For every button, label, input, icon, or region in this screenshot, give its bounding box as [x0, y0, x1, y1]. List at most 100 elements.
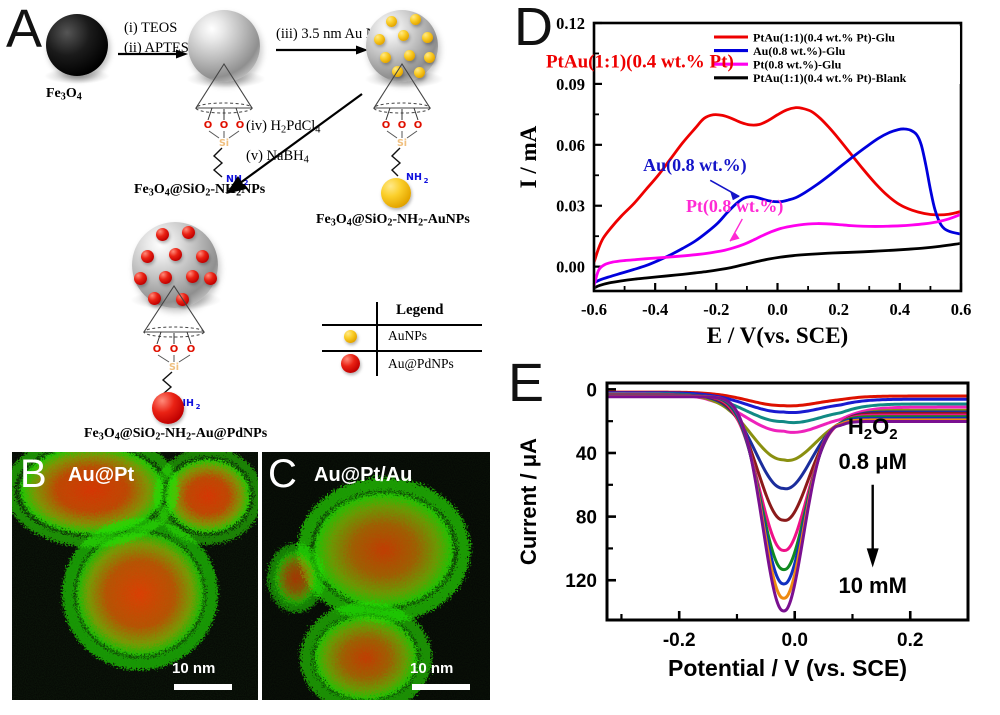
- panel-e-ylabel: Current / μA: [516, 438, 541, 565]
- curve-annotation: PtAu(1:1)(0.4 wt.% Pt): [546, 52, 734, 73]
- annotation-conc-high: 10 mM: [838, 573, 906, 598]
- svg-text:0.09: 0.09: [556, 75, 585, 94]
- svg-text:O: O: [414, 120, 423, 131]
- au-np-dot: [422, 32, 433, 43]
- curve-pt-0-8-wt-glu: [595, 213, 960, 287]
- panel-d-ylabel: I / mA: [516, 125, 541, 188]
- svg-text:120: 120: [565, 571, 597, 592]
- svg-text:2: 2: [244, 179, 249, 187]
- aupd-np-dot: [196, 250, 209, 263]
- svg-text:0.03: 0.03: [556, 197, 585, 216]
- caption-sio2-nh2-au: Fe3O4@SiO2-NH2-AuNPs: [316, 212, 470, 229]
- reagent-step2-line1: (iii) 3.5 nm Au NP: [276, 26, 385, 42]
- panel-d-plot: -0.6 -0.4 -0.2 0.0 0.2 0.4 0.6 0.00 0.03 0.06 0.09…: [516, 14, 972, 348]
- panel-d-xlabel: E / V(vs. SCE): [707, 323, 848, 348]
- legend-label: PtAu(1:1)(0.4 wt.% Pt)-Blank: [753, 71, 907, 85]
- reagent-step3-line2: (v) NaBH4: [246, 148, 309, 166]
- panel-a-scheme: A Fe3O4 (i) TEOS (ii) APTES O O O: [0, 0, 500, 443]
- legend-label: Au(0.8 wt.%)-Glu: [753, 44, 846, 58]
- svg-text:O: O: [382, 120, 391, 131]
- sio2-sphere-1: [188, 10, 260, 82]
- svg-text:80: 80: [576, 508, 597, 529]
- panel-b-eds-image: B Au@Pt 10 nm: [12, 452, 258, 700]
- reagent-step1-line2: (ii) APTES: [124, 40, 189, 56]
- aupd-np-dot: [148, 292, 161, 305]
- aupd-terminal-sphere: [152, 392, 184, 424]
- svg-text:Si: Si: [219, 138, 229, 149]
- svg-text:O: O: [204, 120, 213, 131]
- panel-d-letter: D: [514, 0, 553, 57]
- svg-text:-0.2: -0.2: [703, 300, 729, 319]
- au-terminal-sphere: [381, 178, 411, 208]
- svg-text:O: O: [153, 344, 162, 355]
- svg-text:40: 40: [576, 444, 597, 465]
- eds-map-b: [12, 452, 258, 700]
- au-np-dot: [404, 50, 415, 61]
- svg-text:0.2: 0.2: [897, 630, 923, 651]
- au-np-dot: [414, 67, 425, 78]
- svg-text:0.06: 0.06: [556, 136, 585, 155]
- au-np-dot: [410, 14, 421, 25]
- svg-text:0.00: 0.00: [556, 258, 585, 277]
- svg-text:Si: Si: [397, 138, 407, 149]
- panel-c-eds-image: C Au@Pt/Au 10 nm: [262, 452, 490, 700]
- aupd-np-dot: [186, 270, 199, 283]
- legend-swatch-aupdnp: [341, 354, 360, 373]
- legend-label: Pt(0.8 wt.%)-Glu: [753, 58, 842, 72]
- au-np-dot: [424, 52, 435, 63]
- caption-sio2-nh2-aupd: Fe3O4@SiO2-NH2-Au@PdNPs: [84, 426, 268, 443]
- panel-e-xlabel: Potential / V (vs. SCE): [668, 655, 907, 681]
- svg-text:-0.4: -0.4: [642, 300, 668, 319]
- au-np-dot: [398, 30, 409, 41]
- curve-annotation: Pt(0.8 wt.%): [686, 196, 783, 217]
- arrow-step1: [118, 49, 188, 59]
- svg-text:0.2: 0.2: [828, 300, 849, 319]
- curve-ptau-1-1-0-4-wt-pt-glu: [595, 106, 960, 264]
- panel-b-letter: B: [20, 452, 47, 496]
- panel-e-plot: -0.2 0.0 0.2 0 40 80 120 Current / μA Potential …: [516, 380, 970, 681]
- au-np-dot: [386, 16, 397, 27]
- sio2-aupd-sphere: [132, 222, 218, 308]
- scheme-legend: Legend AuNPs Au@PdNPs: [322, 302, 482, 378]
- reagent-step1-line1: (i) TEOS: [124, 20, 178, 36]
- sphere-shadow: [44, 68, 110, 84]
- svg-text:NH: NH: [178, 398, 194, 409]
- svg-text:-0.2: -0.2: [663, 630, 696, 651]
- panel-a-letter: A: [6, 0, 43, 59]
- svg-text:2: 2: [424, 177, 429, 185]
- svg-text:O: O: [398, 120, 407, 131]
- dpv-curve-c12: [608, 395, 967, 613]
- svg-text:0.0: 0.0: [767, 300, 788, 319]
- curve-ptau-1-1-0-4-wt-pt-blank: [595, 242, 960, 289]
- panel-b-title: Au@Pt: [68, 464, 135, 486]
- svg-text:0.6: 0.6: [951, 300, 972, 319]
- panel-c-scalebar: [412, 684, 470, 690]
- aupd-np-dot: [141, 250, 154, 263]
- legend-rule-top: [322, 324, 482, 326]
- panel-c-title: Au@Pt/Au: [314, 464, 413, 486]
- curve-annotation: Au(0.8 wt.%): [643, 155, 747, 176]
- reagent-step3-line1: (iv) H2PdCl4: [246, 118, 321, 136]
- svg-text:O: O: [236, 120, 245, 131]
- legend-label-aunp: AuNPs: [388, 328, 428, 343]
- svg-text:0.4: 0.4: [890, 300, 911, 319]
- svg-text:NH: NH: [226, 174, 242, 185]
- scheme-legend-title: Legend: [396, 302, 444, 318]
- caption-sio2-nh2: Fe3O4@SiO2-NH2NPs: [134, 182, 266, 199]
- au-np-dot: [374, 34, 385, 45]
- arrow-step2: [276, 45, 368, 55]
- svg-text:Si: Si: [169, 362, 179, 373]
- aupd-np-dot: [182, 226, 195, 239]
- svg-text:O: O: [187, 344, 196, 355]
- annotation-conc-low: 0.8 μM: [838, 449, 906, 474]
- legend-rule-vertical: [376, 302, 378, 376]
- eds-map-c: [262, 452, 490, 700]
- panel-d-cv-chart: D -0.6 -0.4 -0.2 0.0 0.2 0.4 0.6 0.00 0.03 0.06 0.…: [510, 0, 1000, 350]
- svg-text:0: 0: [586, 380, 597, 401]
- legend-label: PtAu(1:1)(0.4 wt.% Pt)-Glu: [753, 30, 895, 44]
- surface-ligand-diagram-1: O O O Si NH 2: [194, 62, 254, 187]
- panel-c-scalebar-label: 10 nm: [410, 660, 454, 677]
- caption-fe3o4: Fe3O4: [46, 86, 82, 103]
- fe3o4-sphere: [46, 14, 108, 76]
- aupd-np-dot: [204, 272, 217, 285]
